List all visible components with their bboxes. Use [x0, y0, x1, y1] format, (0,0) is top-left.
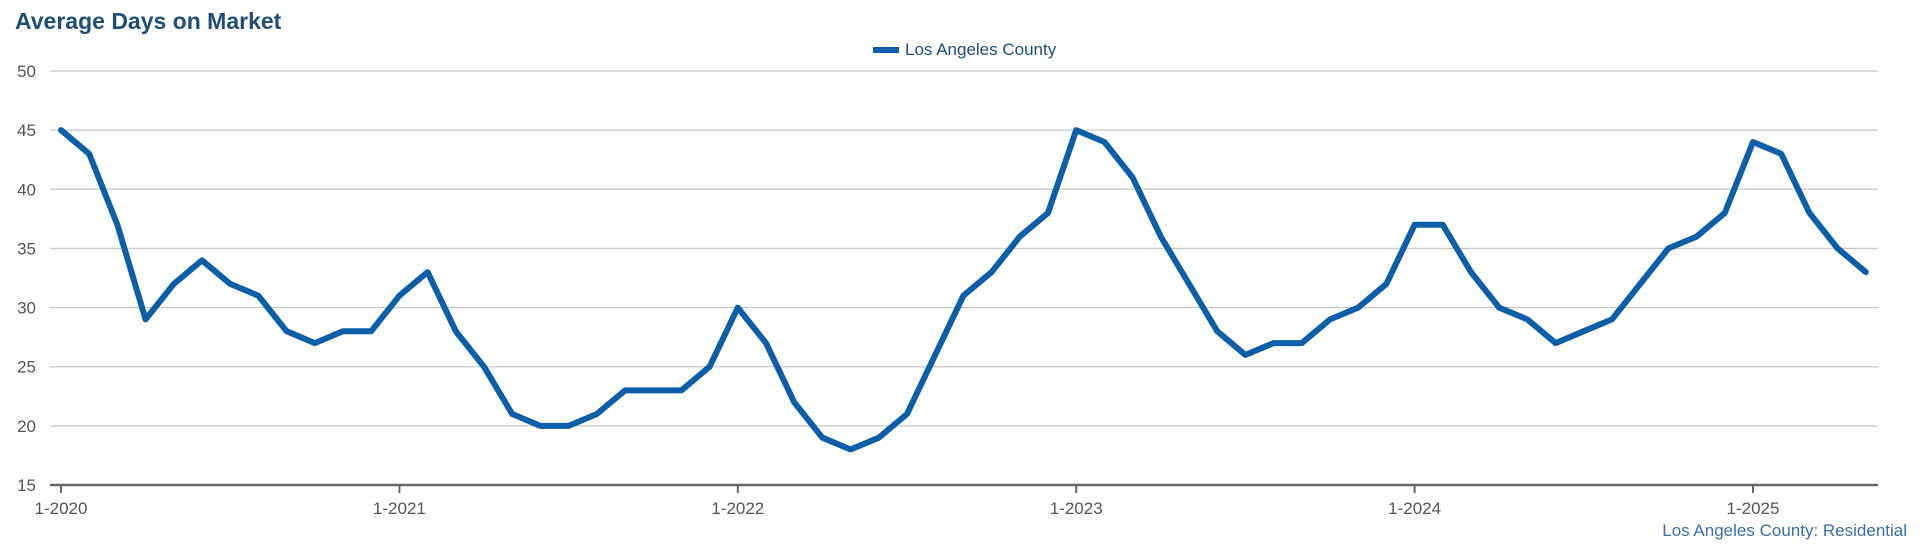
chart-title: Average Days on Market [15, 8, 282, 34]
x-tick-label: 1-2025 [1727, 499, 1780, 518]
y-tick-label: 15 [17, 476, 36, 495]
y-tick-label: 45 [17, 121, 36, 140]
y-tick-label: 25 [17, 358, 36, 377]
x-tick-label: 1-2020 [35, 499, 88, 518]
source-note: Los Angeles County: Residential [1662, 521, 1907, 540]
legend-swatch [873, 47, 899, 53]
legend: Los Angeles County [873, 40, 1056, 60]
x-tick-label: 1-2024 [1388, 499, 1441, 518]
x-tick-label: 1-2021 [373, 499, 426, 518]
y-tick-label: 50 [17, 62, 36, 81]
y-tick-label: 35 [17, 239, 36, 258]
series-line [58, 127, 1869, 453]
y-tick-label: 20 [17, 417, 36, 436]
y-tick-label: 30 [17, 299, 36, 318]
x-tick-label: 1-2023 [1050, 499, 1103, 518]
legend-label: Los Angeles County [905, 40, 1057, 59]
y-tick-label: 40 [17, 180, 36, 199]
x-tick-label: 1-2022 [711, 499, 764, 518]
